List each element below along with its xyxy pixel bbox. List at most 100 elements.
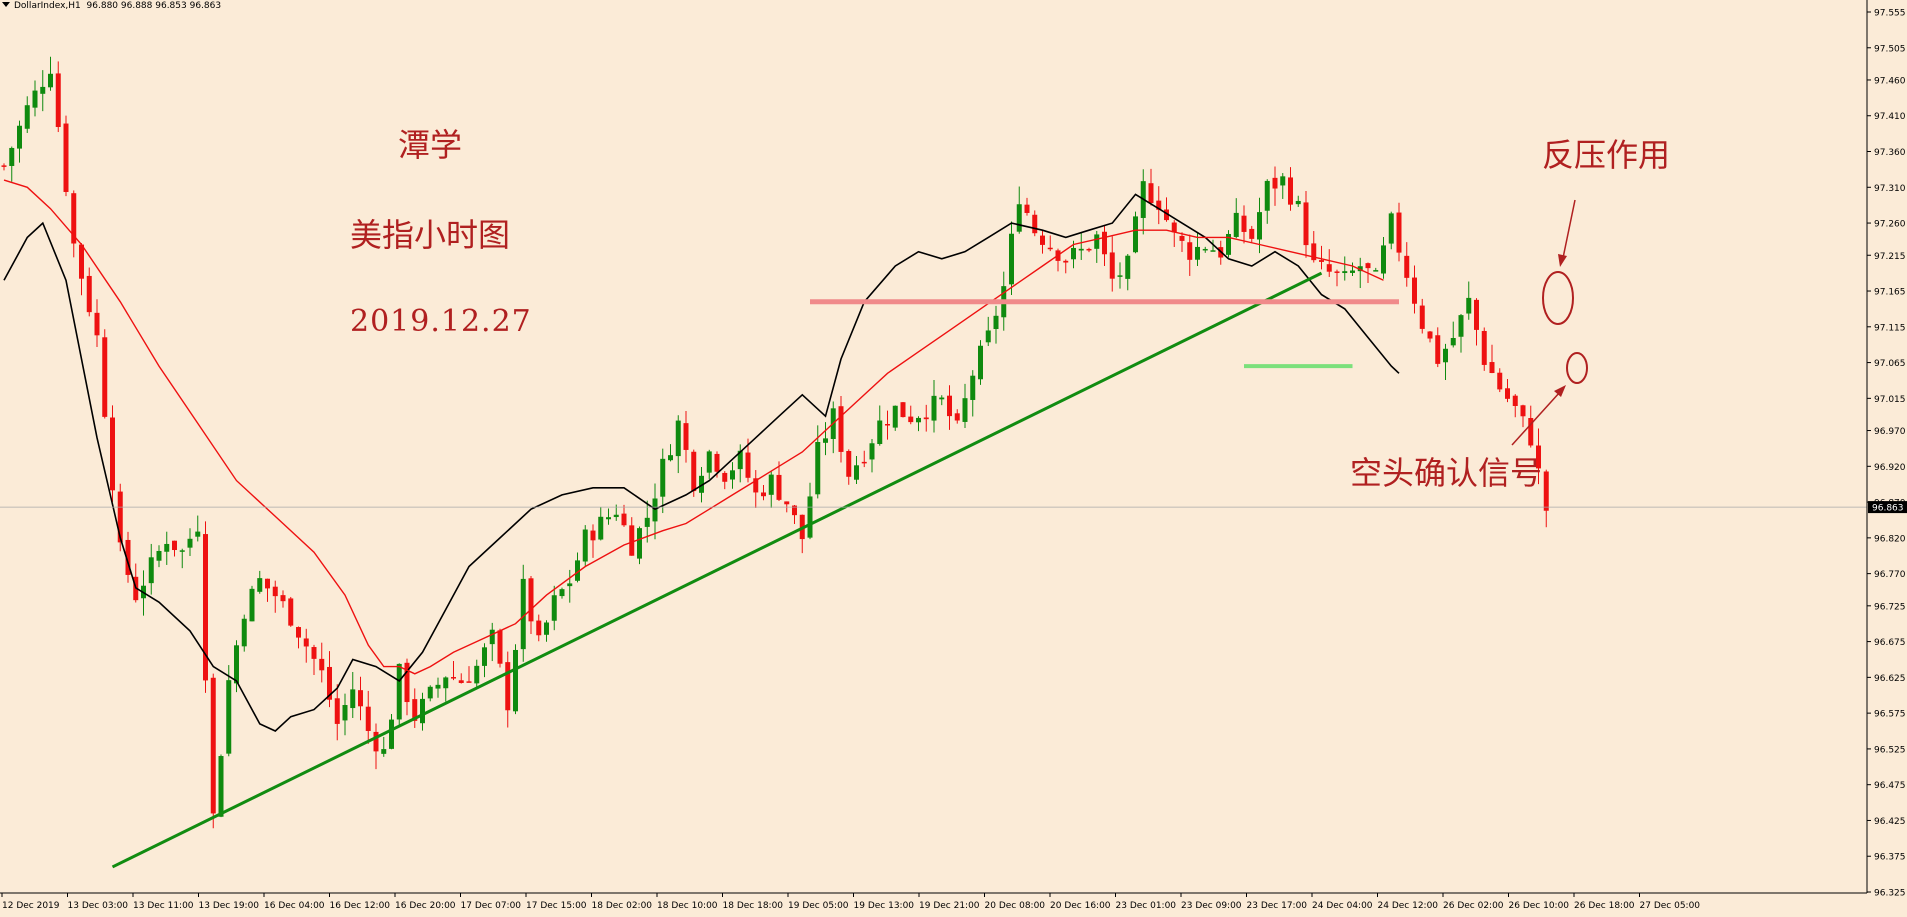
candle-body xyxy=(32,90,38,108)
candle-body xyxy=(1280,176,1286,186)
candle-body xyxy=(1202,248,1208,251)
candle-body xyxy=(1334,271,1340,273)
x-tick-label: 16 Dec 12:00 xyxy=(330,901,391,911)
candle-body xyxy=(660,458,666,497)
candle-body xyxy=(1148,183,1154,204)
candle-body xyxy=(1342,271,1348,274)
x-tick-label: 16 Dec 04:00 xyxy=(264,901,325,911)
x-tick-label: 20 Dec 16:00 xyxy=(1050,901,1111,911)
candle-body xyxy=(691,451,697,492)
candle-body xyxy=(241,618,247,647)
candle-body xyxy=(768,474,774,495)
candle-body xyxy=(807,496,813,538)
y-tick-label: 97.065 xyxy=(1874,359,1906,369)
candle-body xyxy=(954,413,960,421)
candle-body xyxy=(730,470,735,480)
candle-body xyxy=(342,705,348,721)
y-tick-label: 96.375 xyxy=(1874,853,1906,863)
candle-body xyxy=(776,474,782,500)
symbol-label: DollarIndex,H1 xyxy=(14,1,81,11)
resistance-circle xyxy=(1542,271,1574,325)
candle-body xyxy=(1288,177,1293,205)
candle-body xyxy=(1272,177,1278,189)
candle-body xyxy=(993,315,999,330)
x-tick-label: 13 Dec 03:00 xyxy=(68,901,129,911)
candle-body xyxy=(179,550,185,552)
candle-body xyxy=(110,417,115,491)
candle-body xyxy=(753,478,759,493)
x-tick-label: 18 Dec 18:00 xyxy=(723,901,784,911)
candle-body xyxy=(288,598,294,626)
candle-body xyxy=(668,455,673,461)
candle-body xyxy=(1187,242,1193,260)
candle-body xyxy=(303,638,309,647)
candle-body xyxy=(1450,338,1456,346)
y-tick-label: 96.325 xyxy=(1874,889,1906,899)
signal-arrow xyxy=(1511,391,1561,446)
candle-body xyxy=(79,244,84,279)
candle-body xyxy=(1505,388,1510,399)
candle-body xyxy=(1412,277,1417,304)
y-tick-label: 96.920 xyxy=(1874,463,1906,473)
x-tick-label: 23 Dec 17:00 xyxy=(1247,901,1308,911)
candle-body xyxy=(24,105,30,129)
ma-fast-line xyxy=(3,193,1400,732)
y-tick-label: 96.675 xyxy=(1874,638,1906,648)
candle-body xyxy=(427,686,433,699)
candle-body xyxy=(164,543,170,552)
candle-body xyxy=(621,513,627,526)
y-tick-label: 97.555 xyxy=(1874,9,1906,19)
resistance-arrowhead xyxy=(1558,254,1567,267)
candle-body xyxy=(1520,405,1526,417)
candle-body xyxy=(877,420,883,445)
candle-body xyxy=(1102,231,1107,255)
candle-body xyxy=(1024,204,1030,213)
dropdown-triangle-icon[interactable] xyxy=(2,2,10,7)
candle-body xyxy=(528,578,534,622)
candle-body xyxy=(1063,260,1069,263)
candle-body xyxy=(272,586,278,597)
candle-body xyxy=(280,595,286,602)
candle-body xyxy=(644,517,650,527)
candle-body xyxy=(1086,248,1092,251)
candle-body xyxy=(1171,222,1177,233)
candle-body xyxy=(784,501,790,505)
annotation-shapes-group xyxy=(1511,199,1588,446)
candle-body xyxy=(1133,216,1138,253)
candle-body xyxy=(319,658,325,671)
candle-body xyxy=(854,465,859,480)
x-tick-label: 26 Dec 18:00 xyxy=(1574,901,1635,911)
candle-body xyxy=(234,645,239,684)
candle-body xyxy=(1164,209,1169,221)
x-tick-label: 27 Dec 05:00 xyxy=(1640,901,1701,911)
x-tick-label: 13 Dec 11:00 xyxy=(133,901,194,911)
candle-body xyxy=(1226,233,1231,255)
y-tick-label: 97.505 xyxy=(1874,44,1906,54)
candle-body xyxy=(962,398,968,422)
candle-body xyxy=(513,649,518,712)
candle-body xyxy=(1528,418,1534,446)
candle-body xyxy=(396,663,402,720)
candle-body xyxy=(420,698,425,724)
candle-body xyxy=(482,647,487,666)
candle-body xyxy=(978,345,983,380)
y-tick-label: 96.725 xyxy=(1874,602,1906,612)
candle-body xyxy=(311,647,317,659)
candle-body xyxy=(1373,270,1379,272)
candle-body xyxy=(699,475,704,493)
candle-body xyxy=(1466,297,1472,314)
candle-body xyxy=(187,538,193,548)
candle-body xyxy=(520,578,526,650)
candle-body xyxy=(1357,266,1363,272)
candle-body xyxy=(1032,214,1038,234)
candle-body xyxy=(94,312,100,336)
signal-arrowhead xyxy=(1554,385,1566,397)
candle-body xyxy=(296,627,301,638)
candle-body xyxy=(675,420,681,457)
y-tick-label: 96.575 xyxy=(1874,710,1906,720)
candle-body xyxy=(505,662,511,711)
candle-body xyxy=(497,630,503,664)
candle-body xyxy=(1078,248,1084,251)
